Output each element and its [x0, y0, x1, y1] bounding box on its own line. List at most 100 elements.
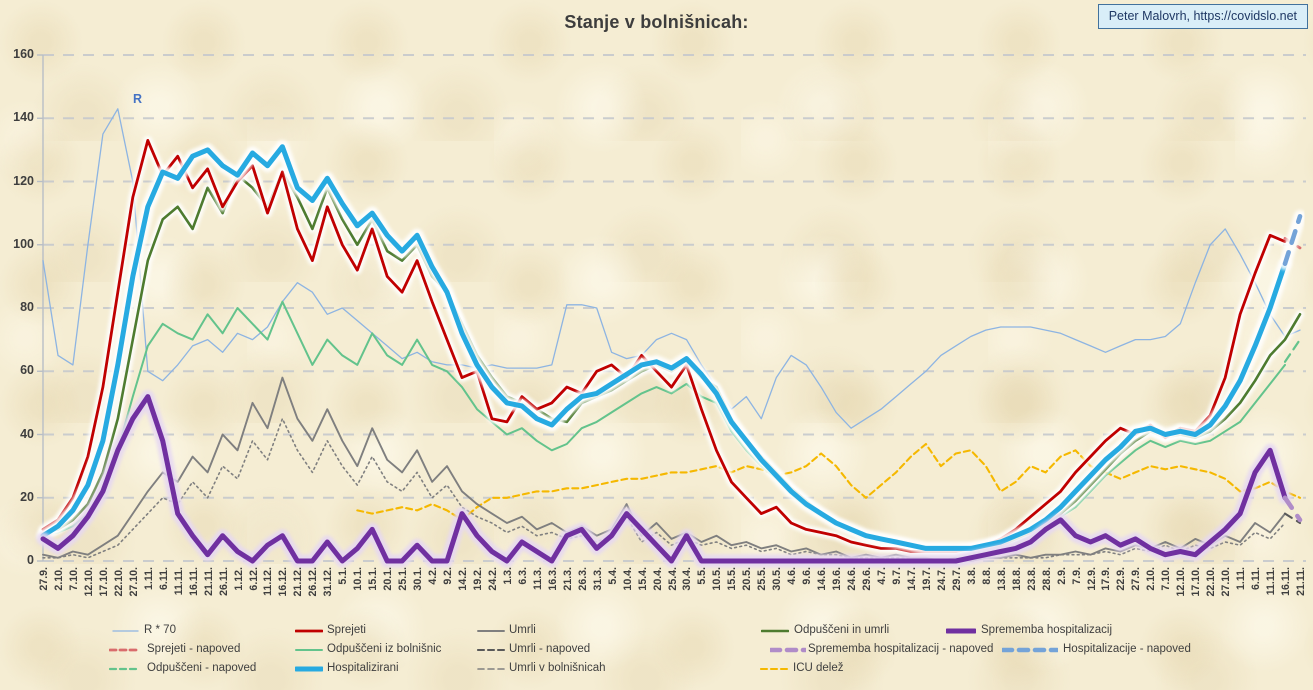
- x-axis-label: 2.10.: [52, 567, 65, 591]
- x-axis-label: 9.2.: [442, 567, 455, 585]
- x-axis-label: 31.12.: [322, 567, 335, 597]
- x-axis-label: 6.3.: [516, 567, 529, 585]
- x-axis-label: 30.1.: [412, 567, 425, 591]
- x-axis-label: 24.7.: [935, 567, 948, 591]
- legend-label-umrli_v_bolnisnicah: Umrli v bolnišnicah: [509, 662, 606, 674]
- x-axis-label: 29.7.: [950, 567, 963, 591]
- legend-swatch-icu: [760, 667, 790, 671]
- series-odpusceni_napoved-line: [1283, 338, 1302, 363]
- x-axis-label: 28.8.: [1040, 567, 1053, 591]
- legend-swatch-sprejeti: [295, 629, 323, 633]
- x-axis-label: 17.10.: [97, 567, 110, 597]
- x-axis-label: 18.8.: [1010, 567, 1023, 591]
- x-axis-label: 14.7.: [905, 567, 918, 591]
- x-axis-label: 15.1.: [367, 567, 380, 591]
- x-axis-label: 29.6.: [861, 567, 874, 591]
- y-axis-label-140: 140: [13, 110, 34, 125]
- legend-label-umrli_napoved: Umrli - napoved: [509, 643, 591, 655]
- x-axis-label: 8.8.: [980, 567, 993, 585]
- x-axis-label: 17.9.: [1100, 567, 1113, 591]
- x-axis-label: 30.5.: [771, 567, 784, 591]
- x-axis-label: 19.2.: [471, 567, 484, 591]
- x-axis-label: 15.4.: [636, 567, 649, 591]
- x-axis-label: 14.6.: [816, 567, 829, 591]
- r-curve-annotation: R: [133, 92, 143, 106]
- x-axis-label: 27.10.: [127, 567, 140, 597]
- x-axis-label: 23.8.: [1025, 567, 1038, 591]
- legend-label-umrli: Umrli: [509, 624, 536, 636]
- legend-swatch-umrli: [477, 630, 505, 632]
- x-axis-label: 2.10.: [1145, 567, 1158, 591]
- x-axis-label: 16.11.: [1280, 567, 1293, 596]
- x-axis-label: 21.3.: [561, 567, 574, 591]
- x-axis-label: 30.4.: [681, 567, 694, 591]
- x-axis-label: 1.3.: [501, 567, 514, 585]
- y-axis-label-20: 20: [20, 489, 34, 504]
- legend-label-odpusceni_iz_bolnisnic: Odpuščeni iz bolnišnic: [327, 643, 442, 655]
- x-axis-label: 26.3.: [576, 567, 589, 591]
- x-axis-label: 27.9.: [38, 567, 50, 591]
- legend-label-r70: R * 70: [144, 624, 176, 636]
- legend-swatch-hospitalizacije_napoved: [1002, 647, 1058, 653]
- x-axis-label: 9.7.: [890, 567, 903, 585]
- x-axis-label: 25.5.: [756, 567, 769, 591]
- x-axis-label: 11.11.: [172, 567, 185, 596]
- legend-swatch-odpusceni_napoved: [109, 667, 141, 671]
- x-axis-label: 19.7.: [920, 567, 933, 591]
- x-axis-label: 27.10.: [1220, 567, 1233, 597]
- x-axis-label: 15.5.: [726, 567, 739, 591]
- series-umrli-line: [42, 376, 1286, 562]
- series-hospitalizirani-line: [40, 144, 1288, 551]
- x-axis-label: 14.2.: [457, 567, 469, 591]
- x-axis-label: 5.1.: [337, 567, 350, 585]
- series-r70-line: [42, 108, 1301, 429]
- x-axis-label: 31.3.: [591, 567, 604, 591]
- legend-swatch-r70: [112, 630, 139, 632]
- x-axis-label: 22.10.: [1205, 567, 1218, 597]
- legend-swatch-sprememba_napoved: [770, 647, 806, 653]
- x-axis-label: 21.12.: [292, 567, 305, 597]
- series-hospitalizacije_napoved-line: [1282, 214, 1303, 267]
- x-axis-label: 21.11.: [202, 567, 215, 596]
- x-axis-label: 1.11.: [142, 567, 155, 590]
- x-axis-label: 11.12.: [262, 567, 275, 596]
- y-axis-label-0: 0: [27, 553, 34, 567]
- x-axis-label: 19.6.: [831, 567, 844, 591]
- x-axis-label: 21.11.: [1295, 567, 1307, 596]
- x-axis-label: 20.5.: [741, 567, 754, 591]
- x-axis-label: 6.11.: [1250, 567, 1263, 590]
- legend-label-odpusceni_napoved: Odpuščeni - napoved: [147, 662, 257, 674]
- x-axis-label: 25.1.: [397, 567, 410, 591]
- legend-swatch-hospitalizirani: [295, 666, 323, 672]
- x-axis-label: 7.10.: [67, 567, 80, 591]
- series-sprejeti-line: [41, 138, 1287, 553]
- legend-label-sprejeti_napoved: Sprejeti - napoved: [147, 643, 241, 655]
- legend-swatch-odpusceni_iz_bolnisnic: [295, 649, 323, 651]
- x-axis-label: 12.10.: [1175, 567, 1188, 597]
- y-axis-label-80: 80: [20, 300, 34, 314]
- x-axis-label: 10.4.: [621, 567, 634, 591]
- x-axis-label: 17.10.: [1190, 567, 1203, 597]
- y-axis-label-40: 40: [20, 426, 34, 441]
- legend-label-odpusceni_in_umrli: Odpuščeni in umrli: [794, 624, 890, 636]
- series-umrli_napoved-line: [1283, 512, 1302, 525]
- series-icu-line: [356, 442, 1302, 521]
- x-axis-label: 3.8.: [965, 567, 978, 585]
- legend-swatch-umrli_napoved: [477, 648, 508, 652]
- x-axis-label: 10.1.: [352, 567, 365, 591]
- y-axis-label-120: 120: [13, 173, 34, 188]
- x-axis-label: 12.10.: [82, 567, 95, 597]
- legend-label-sprememba_napoved: Sprememba hospitalizacij - napoved: [808, 643, 994, 655]
- x-axis-label: 4.6.: [786, 567, 799, 585]
- legend-label-sprememba: Sprememba hospitalizacij: [981, 624, 1113, 636]
- x-axis-label: 11.3.: [531, 567, 544, 590]
- x-axis-label: 24.2.: [486, 567, 499, 591]
- x-axis-label: 16.3.: [546, 567, 559, 591]
- y-axis-label-160: 160: [13, 47, 34, 61]
- x-axis-label: 1.11.: [1235, 567, 1248, 590]
- legend-label-hospitalizirani: Hospitalizirani: [327, 662, 399, 674]
- x-axis-label: 16.11.: [187, 567, 200, 596]
- credit-box[interactable]: Peter Malovrh, https://covidslo.net: [1097, 4, 1308, 29]
